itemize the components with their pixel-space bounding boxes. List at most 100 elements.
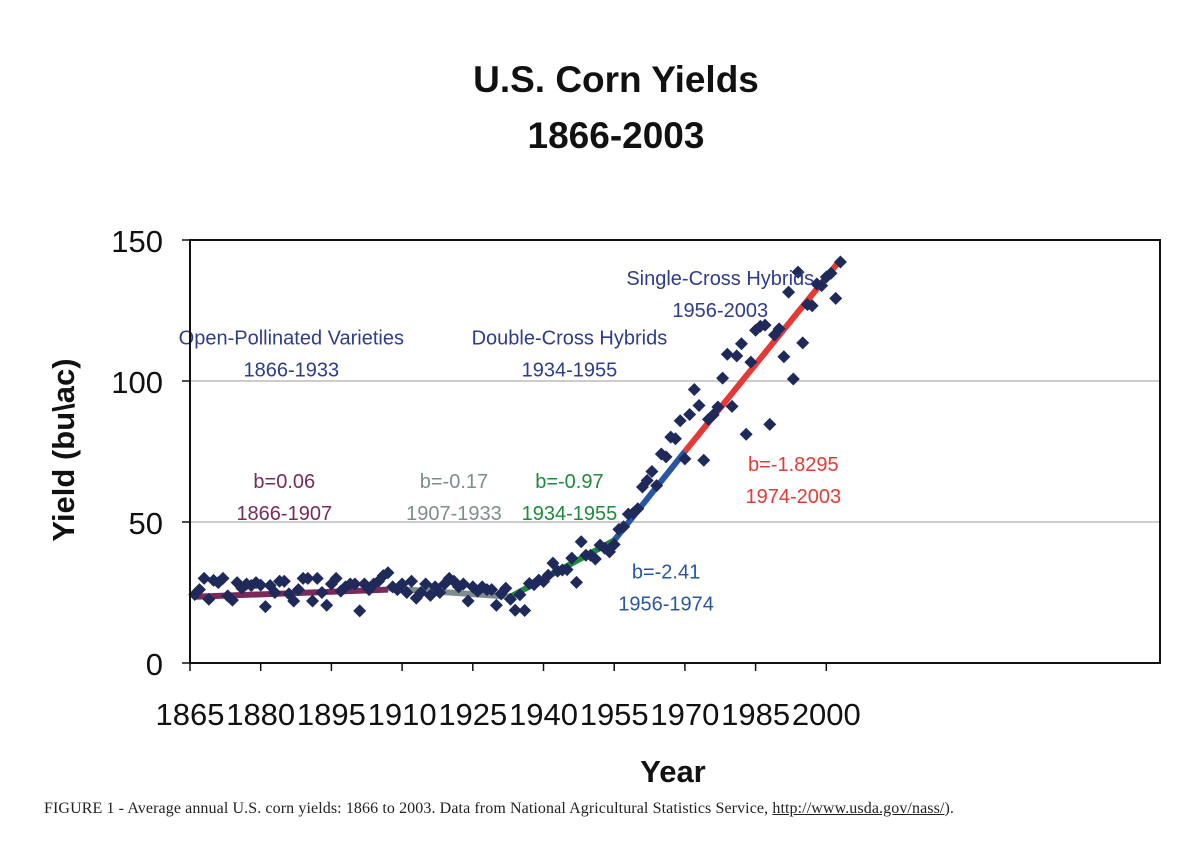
data-point: [329, 571, 343, 585]
data-point: [763, 417, 777, 431]
data-point: [395, 577, 409, 591]
data-point: [405, 574, 419, 588]
data-point: [668, 432, 682, 446]
y-axis-label: Yield (bu\ac): [46, 358, 81, 541]
data-point: [829, 291, 843, 305]
data-point: [353, 604, 367, 618]
data-point: [513, 588, 527, 602]
gridlines: [190, 380, 1160, 523]
data-point: [758, 318, 772, 332]
annotation-label: 1956-2003: [672, 300, 768, 322]
y-tick-label: 100: [111, 365, 163, 400]
data-point: [423, 588, 437, 602]
data-point: [414, 586, 428, 599]
figure-caption: FIGURE 1 - Average annual U.S. corn yiel…: [44, 800, 1184, 818]
data-point: [518, 604, 532, 618]
data-point: [678, 452, 692, 466]
caption-text: FIGURE 1 - Average annual U.S. corn yiel…: [44, 800, 773, 817]
y-tick-label: 150: [111, 224, 163, 259]
annotation-label: 1934-1955: [522, 359, 618, 381]
data-point: [560, 563, 574, 577]
annotation-label: 1866-1933: [244, 359, 340, 381]
data-point: [772, 322, 786, 336]
data-point: [301, 571, 315, 585]
caption-end: ).: [944, 800, 954, 817]
data-point: [485, 583, 499, 597]
data-point: [291, 583, 305, 597]
data-point: [541, 568, 555, 582]
data-point: [744, 355, 758, 369]
data-point: [277, 574, 291, 588]
data-point: [791, 265, 805, 279]
data-point: [716, 371, 730, 385]
data-point: [833, 255, 847, 269]
plot-area-border: [189, 239, 1161, 664]
x-tick-label: 2000: [792, 697, 861, 732]
x-tick-label: 1940: [509, 697, 578, 732]
annotation-label: Open-Pollinated Varieties: [179, 327, 404, 349]
data-point: [645, 465, 659, 479]
annotation-label: b=-1.8295: [748, 454, 839, 476]
annotation-label: b=-0.97: [535, 471, 603, 493]
x-tick-label: 1880: [226, 697, 295, 732]
annotation-label: Double-Cross Hybrids: [472, 327, 668, 349]
data-point: [782, 285, 796, 299]
annotation-label: b=-2.41: [632, 561, 700, 583]
data-point: [815, 279, 829, 293]
x-tick-label: 1985: [721, 697, 790, 732]
data-point: [697, 453, 711, 467]
x-tick-label: 1910: [368, 697, 437, 732]
data-point: [216, 571, 230, 585]
data-point: [659, 450, 673, 464]
data-point: [310, 571, 324, 585]
data-point: [777, 350, 791, 364]
y-tick-label: 0: [146, 647, 163, 682]
x-tick-label: 1895: [297, 697, 366, 732]
data-point: [508, 603, 522, 617]
data-point: [565, 551, 579, 565]
data-point: [202, 592, 216, 606]
data-point: [489, 598, 503, 612]
corn-yield-chart: U.S. Corn Yields 1866-2003 Open-Pollinat…: [46, 59, 1161, 789]
chart-subtitle: 1866-2003: [528, 115, 705, 156]
data-point: [683, 408, 697, 422]
y-axis-ticks: 0 50 100 150: [111, 224, 190, 682]
annotation-label: b=0.06: [253, 471, 315, 493]
x-tick-label: 1955: [580, 697, 649, 732]
data-point: [348, 577, 362, 591]
data-point: [419, 577, 433, 591]
data-point: [805, 299, 819, 313]
data-point: [725, 399, 739, 413]
data-point: [734, 337, 748, 351]
data-point: [739, 427, 753, 441]
data-point: [617, 520, 631, 534]
data-point: [287, 594, 301, 608]
data-point: [499, 581, 513, 595]
data-point: [588, 552, 602, 566]
data-point: [569, 575, 583, 589]
data-point: [607, 538, 621, 552]
data-point: [192, 583, 206, 597]
caption-link[interactable]: http://www.usda.gov/nass/: [772, 800, 945, 817]
data-point: [433, 586, 447, 599]
annotation-label: 1956-1974: [618, 593, 714, 615]
data-point: [673, 414, 687, 428]
data-point: [197, 571, 211, 585]
data-point: [640, 474, 654, 488]
data-point: [225, 593, 239, 607]
data-point: [244, 578, 258, 592]
data-point: [315, 586, 329, 599]
data-point: [400, 586, 414, 599]
data-point: [504, 592, 518, 606]
data-point: [711, 400, 725, 414]
data-point: [631, 502, 645, 516]
x-axis-label: Year: [640, 754, 706, 789]
data-point: [730, 349, 744, 363]
data-point: [650, 479, 664, 493]
annotation-label: b=-0.17: [420, 471, 488, 493]
data-point: [574, 535, 588, 549]
data-points: [188, 255, 847, 618]
data-point: [692, 399, 706, 413]
data-point: [720, 347, 734, 361]
data-point: [824, 266, 838, 280]
